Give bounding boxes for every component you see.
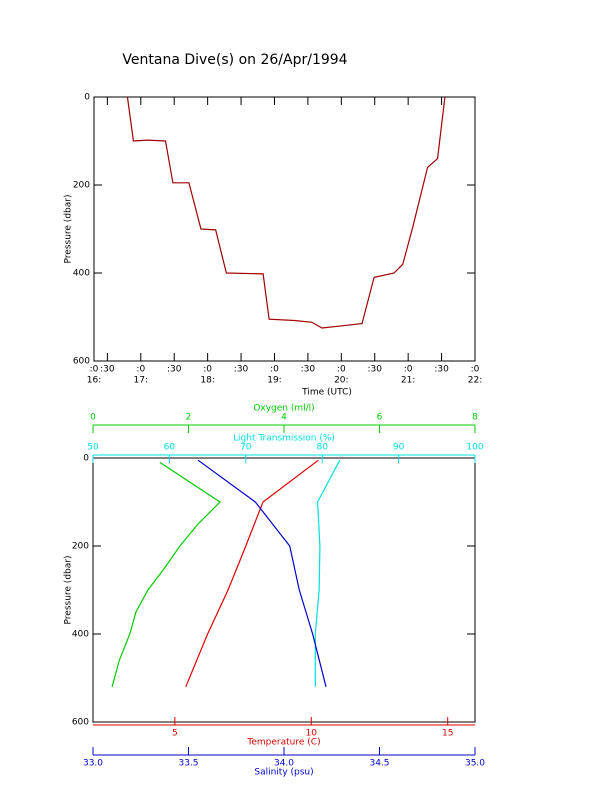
x-tick-label: :0 [90,365,99,375]
y-axis-label: Pressure (dbar) [64,556,74,625]
x-tick-label: 33.0 [83,759,103,769]
data-line [185,459,319,688]
x-tick-label: 19: [267,376,281,386]
x-tick-label: 16: [87,376,101,386]
x-tick-label: 34.0 [274,759,294,769]
x-tick-label: 22: [468,376,482,386]
y-tick-label: 0 [84,93,90,103]
x-tick-label: 0 [90,413,96,423]
x-tick-label: :30 [434,365,449,375]
x-tick-label: 5 [172,729,178,739]
y-tick-label: 200 [72,542,89,552]
x-tick-label: :30 [301,365,316,375]
data-line [314,459,341,687]
x-tick-label: 80 [316,443,328,453]
x-tick-label: 20: [334,376,348,386]
x-tick-label: 21: [401,376,415,386]
x-axis-label: Oxygen (ml/l) [253,404,314,414]
x-tick-label: 34.5 [369,759,389,769]
x-tick-label: 60 [164,443,176,453]
x-tick-label: :30 [234,365,249,375]
x-tick-label: :0 [471,365,480,375]
x-axis-label: Salinity (psu) [254,768,313,778]
plot-frame [92,457,476,723]
plot-frame [93,96,476,362]
y-tick-label: 600 [72,718,89,728]
data-line [197,459,327,687]
y-tick-label: 600 [73,357,90,367]
x-axis-label: Temperature (C) [246,738,320,748]
chart-title: Ventana Dive(s) on 26/Apr/1994 [122,52,347,68]
x-tick-label: :0 [337,365,346,375]
x-tick-label: 15 [442,729,453,739]
x-tick-label: 2 [186,413,192,423]
x-tick-label: 10 [306,729,318,739]
x-axis-label: Time (UTC) [301,388,352,398]
y-axis-label: Pressure (dbar) [64,195,74,264]
x-tick-label: 70 [240,443,252,453]
x-tick-label: 33.5 [178,759,198,769]
x-tick-label: 6 [377,413,383,423]
y-tick-label: 400 [72,630,89,640]
data-line [126,96,446,329]
y-tick-label: 400 [73,269,90,279]
y-tick-label: 200 [73,181,90,191]
x-tick-label: 17: [134,376,148,386]
x-tick-label: :0 [404,365,413,375]
y-tick-label: 0 [83,454,89,464]
x-tick-label: :30 [100,365,115,375]
x-tick-label: 90 [393,443,405,453]
x-tick-label: 4 [281,413,287,423]
x-tick-label: :0 [270,365,279,375]
x-tick-label: 18: [200,376,214,386]
x-tick-label: 35.0 [465,759,485,769]
x-tick-label: 8 [472,413,478,423]
x-tick-label: :30 [367,365,382,375]
x-tick-label: 50 [87,443,99,453]
x-axis-label: Light Transmission (%) [233,434,335,444]
x-tick-label: 100 [466,443,483,453]
x-tick-label: :0 [203,365,212,375]
data-line [111,461,221,687]
x-tick-label: :0 [136,365,145,375]
x-tick-label: :30 [167,365,182,375]
